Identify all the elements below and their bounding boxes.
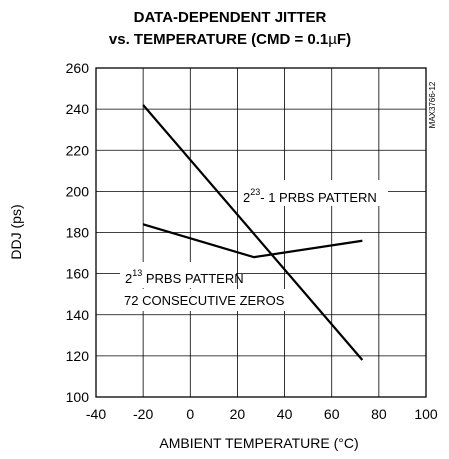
grid — [96, 68, 426, 397]
y-tick-label: 200 — [66, 183, 90, 199]
x-axis-label: AMBIENT TEMPERATURE (°C) — [159, 435, 358, 451]
x-tick-label: 20 — [230, 406, 246, 422]
part-number: MAX3766-12 — [428, 81, 437, 128]
chart-title-line2: vs. TEMPERATURE (CMD = 0.1µF) — [109, 31, 351, 48]
x-tick-label: 100 — [414, 406, 438, 422]
x-tick-label: 0 — [186, 406, 194, 422]
x-tick-label: -20 — [133, 406, 153, 422]
x-tick-label: -40 — [86, 406, 106, 422]
series-line-prbs23 — [142, 104, 364, 361]
y-axis-label: DDJ (ps) — [8, 204, 24, 259]
x-tick-label: 40 — [277, 406, 293, 422]
x-tick-label: 60 — [324, 406, 340, 422]
y-tick-label: 220 — [66, 142, 90, 158]
annotation-ann13b: 72 CONSECUTIVE ZEROS — [124, 293, 285, 308]
y-tick-label: 240 — [66, 101, 90, 117]
annotation-background — [120, 289, 288, 311]
annotation-background — [238, 180, 388, 206]
y-tick-label: 100 — [66, 389, 90, 405]
x-tick-labels: -40 -20 0 20 40 60 80 100 — [86, 406, 438, 422]
y-tick-label: 260 — [66, 60, 90, 76]
x-tick-label: 80 — [371, 406, 387, 422]
chart-title-line1: DATA-DEPENDENT JITTER — [134, 9, 327, 26]
series — [142, 104, 364, 361]
annotations: 223- 1 PRBS PATTERN 213 PRBS PATTERN 72 CO… — [120, 180, 388, 311]
annotation-ann23: 223- 1 PRBS PATTERN — [243, 187, 377, 205]
y-tick-label: 120 — [66, 348, 90, 364]
annotation-background — [120, 262, 236, 288]
y-tick-label: 180 — [66, 225, 90, 241]
annotation-ann13a: 213 PRBS PATTERN — [125, 268, 244, 286]
series-line-prbs13 — [142, 223, 363, 259]
y-tick-label: 160 — [66, 266, 90, 282]
plot-frame — [95, 67, 427, 398]
y-tick-label: 140 — [66, 307, 90, 323]
y-tick-labels: 100 120 140 160 180 200 220 240 260 — [66, 60, 90, 405]
